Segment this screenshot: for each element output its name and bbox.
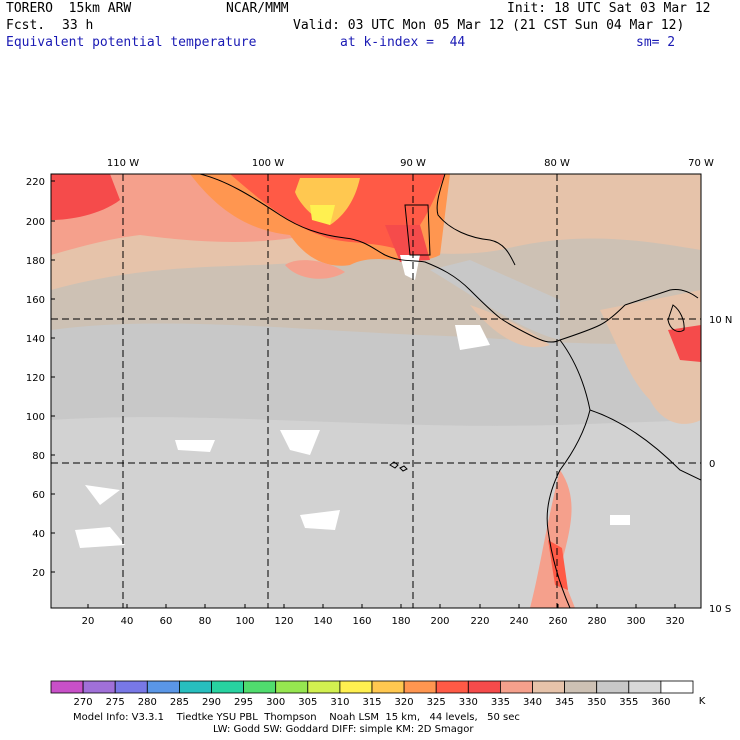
map-frame <box>50 173 702 609</box>
x-tick-label: 240 <box>509 616 528 627</box>
colorbar-swatch <box>467 680 501 694</box>
colorbar-swatch <box>339 680 373 694</box>
lat-label: 10 N <box>709 315 732 326</box>
colorbar-swatch <box>178 680 212 694</box>
y-tick-label: 40 <box>32 529 45 540</box>
colorbar-swatch <box>403 680 437 694</box>
colorbar-label: 285 <box>170 697 189 708</box>
model-name: TORERO 15km ARW <box>6 1 132 16</box>
y-tick-label: 220 <box>26 177 45 188</box>
coastlines <box>199 174 701 608</box>
y-tick-label: 60 <box>32 490 45 501</box>
x-tick-label: 220 <box>470 616 489 627</box>
colorbar-label: 360 <box>651 697 670 708</box>
init-time: Init: 18 UTC Sat 03 Mar 12 <box>507 1 711 16</box>
x-tick-label: 40 <box>121 616 134 627</box>
theta-e-field <box>51 174 701 608</box>
x-tick-label: 120 <box>274 616 293 627</box>
colorbar-swatch <box>628 680 662 694</box>
valid-time: Valid: 03 UTC Mon 05 Mar 12 (21 CST Sun … <box>293 18 685 33</box>
x-tick-label: 60 <box>160 616 173 627</box>
colorbar-swatch <box>435 680 469 694</box>
lon-label: 80 W <box>544 158 570 169</box>
colorbar-swatch <box>596 680 630 694</box>
colorbar-label: 340 <box>523 697 542 708</box>
x-tick-label: 300 <box>626 616 645 627</box>
model-info-line-1: Model Info: V3.3.1 Tiedtke YSU PBL Thomp… <box>73 712 520 723</box>
x-tick-label: 280 <box>587 616 606 627</box>
colorbar-label: 320 <box>395 697 414 708</box>
forecast-label: Fcst. <box>6 18 46 33</box>
lon-label: 100 W <box>252 158 284 169</box>
colorbar-label: 335 <box>491 697 510 708</box>
center-name: NCAR/MMM <box>226 1 289 16</box>
colorbar-swatch <box>660 680 694 694</box>
colorbar: 270 275 280 285 290 295 300 305 310 315 320 325 330 3… <box>50 680 694 708</box>
colorbar-label: 315 <box>362 697 381 708</box>
lat-label: 0 <box>709 459 715 470</box>
colorbar-label: 275 <box>106 697 125 708</box>
x-tick-label: 80 <box>199 616 212 627</box>
colorbar-swatch <box>114 680 148 694</box>
x-tick-label: 200 <box>430 616 449 627</box>
colorbar-swatch <box>82 680 116 694</box>
colorbar-label: 345 <box>555 697 574 708</box>
colorbar-label: 330 <box>459 697 478 708</box>
axis-ticks <box>51 180 676 608</box>
y-tick-label: 100 <box>26 412 45 423</box>
x-tick-label: 20 <box>82 616 95 627</box>
y-tick-label: 180 <box>26 256 45 267</box>
lon-label: 70 W <box>688 158 714 169</box>
x-tick-label: 160 <box>352 616 371 627</box>
x-tick-label: 320 <box>665 616 684 627</box>
colorbar-swatch <box>499 680 533 694</box>
colorbar-swatch <box>532 680 565 694</box>
x-tick-label: 140 <box>313 616 332 627</box>
lon-label: 90 W <box>400 158 426 169</box>
colorbar-swatch <box>564 680 598 694</box>
graticule <box>51 174 701 608</box>
colorbar-label: 270 <box>74 697 93 708</box>
colorbar-swatch <box>211 680 244 694</box>
colorbar-label: 305 <box>298 697 317 708</box>
level-index: at k-index = 44 <box>340 35 466 50</box>
colorbar-label: 325 <box>427 697 446 708</box>
x-tick-label: 260 <box>548 616 567 627</box>
x-tick-label: 180 <box>391 616 410 627</box>
x-tick-label: 100 <box>235 616 254 627</box>
colorbar-swatch <box>371 680 405 694</box>
colorbar-unit: K <box>699 696 706 707</box>
model-info-line-2: LW: Godd SW: Goddard DIFF: simple KM: 2D… <box>213 724 474 735</box>
colorbar-label: 280 <box>138 697 157 708</box>
y-tick-label: 80 <box>32 451 45 462</box>
colorbar-label: 295 <box>234 697 253 708</box>
colorbar-label: 355 <box>619 697 638 708</box>
lat-label: 10 S <box>709 604 731 615</box>
y-tick-label: 200 <box>26 217 45 228</box>
smoothing-value: sm= 2 <box>636 35 676 50</box>
colorbar-swatch <box>50 680 84 694</box>
forecast-hour: 33 h <box>62 18 94 33</box>
colorbar-swatch <box>275 680 309 694</box>
y-tick-label: 20 <box>32 568 45 579</box>
field-name: Equivalent potential temperature <box>6 35 257 50</box>
colorbar-label: 290 <box>202 697 221 708</box>
colorbar-swatch <box>307 680 341 694</box>
y-tick-label: 140 <box>26 334 45 345</box>
colorbar-label: 310 <box>330 697 349 708</box>
colorbar-label: 350 <box>587 697 606 708</box>
colorbar-label: 300 <box>266 697 285 708</box>
y-tick-label: 160 <box>26 295 45 306</box>
colorbar-swatch <box>243 680 277 694</box>
y-tick-label: 120 <box>26 373 45 384</box>
lon-label: 110 W <box>107 158 139 169</box>
colorbar-swatch <box>146 680 180 694</box>
